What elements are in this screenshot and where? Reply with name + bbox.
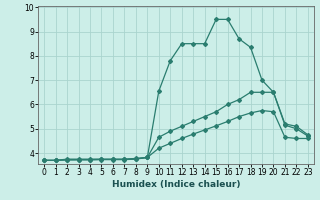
X-axis label: Humidex (Indice chaleur): Humidex (Indice chaleur) [112,180,240,189]
